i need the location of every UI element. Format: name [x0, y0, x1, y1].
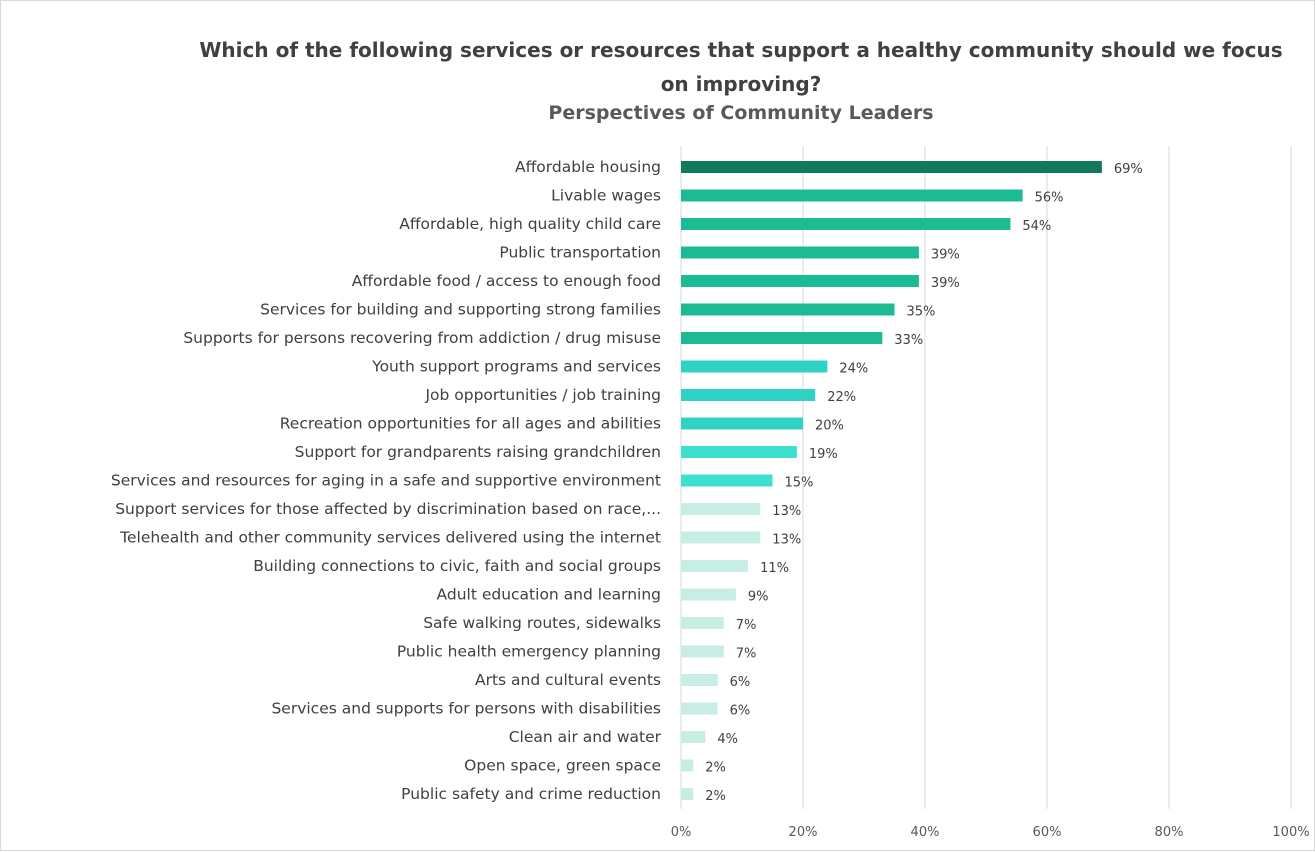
category-label: Public transportation	[499, 244, 661, 262]
x-tick-label: 20%	[789, 825, 818, 840]
bar	[681, 588, 736, 601]
x-tick-label: 60%	[1033, 825, 1062, 840]
category-label: Supports for persons recovering from add…	[183, 329, 661, 347]
bar	[681, 360, 828, 373]
data-label: 39%	[931, 276, 960, 291]
data-label: 7%	[736, 647, 757, 662]
category-label: Recreation opportunities for all ages an…	[280, 415, 661, 433]
category-label: Job opportunities / job training	[424, 386, 661, 404]
x-tick-label: 0%	[671, 825, 692, 840]
category-label: Safe walking routes, sidewalks	[423, 614, 661, 632]
data-label: 6%	[730, 704, 751, 719]
data-label: 9%	[748, 590, 769, 605]
bar	[681, 275, 919, 287]
bar	[681, 702, 718, 715]
category-label: Affordable housing	[515, 158, 661, 176]
category-label: Building connections to civic, faith and…	[253, 557, 661, 575]
bar	[681, 246, 919, 259]
category-label: Public health emergency planning	[397, 643, 661, 661]
data-label: 4%	[717, 732, 738, 747]
category-label: Arts and cultural events	[475, 671, 661, 689]
bar	[681, 446, 797, 458]
category-label: Support for grandparents raising grandch…	[295, 443, 661, 461]
bar	[681, 389, 816, 401]
category-label: Services for building and supporting str…	[260, 301, 661, 319]
bar	[681, 332, 883, 344]
category-label: Public safety and crime reduction	[401, 785, 661, 803]
bar	[681, 759, 694, 772]
data-label: 24%	[839, 362, 868, 377]
bar	[681, 788, 694, 800]
category-label: Telehealth and other community services …	[119, 529, 661, 547]
data-label: 2%	[705, 789, 726, 804]
category-label: Clean air and water	[509, 728, 662, 746]
x-tick-label: 40%	[911, 825, 940, 840]
bar	[681, 617, 724, 629]
data-label: 69%	[1114, 162, 1143, 177]
data-label: 39%	[931, 248, 960, 263]
data-label: 7%	[736, 618, 757, 633]
bar	[681, 731, 706, 743]
data-label: 35%	[907, 305, 936, 320]
data-label: 15%	[785, 476, 814, 491]
data-label: 13%	[772, 504, 801, 519]
bar	[681, 645, 724, 658]
data-label: 33%	[894, 333, 923, 348]
x-tick-label: 100%	[1272, 825, 1309, 840]
bar	[681, 674, 718, 686]
bar	[681, 189, 1023, 202]
data-label: 22%	[827, 390, 856, 405]
x-tick-label: 80%	[1155, 825, 1184, 840]
data-label: 6%	[730, 675, 751, 690]
category-label: Adult education and learning	[437, 586, 661, 604]
data-label: 19%	[809, 447, 838, 462]
chart-subtitle: Perspectives of Community Leaders	[548, 102, 934, 124]
data-label: 11%	[760, 561, 789, 576]
bar	[681, 474, 773, 487]
data-label: 13%	[772, 533, 801, 548]
data-label: 2%	[705, 761, 726, 776]
data-label: 54%	[1022, 219, 1051, 234]
bar	[681, 161, 1102, 173]
category-label: Affordable, high quality child care	[399, 215, 661, 233]
bar	[681, 303, 895, 316]
category-label: Youth support programs and services	[371, 358, 661, 376]
category-label: Open space, green space	[464, 757, 661, 775]
category-label: Affordable food / access to enough food	[352, 272, 661, 290]
bar	[681, 531, 761, 544]
bar	[681, 503, 761, 515]
category-label: Support services for those affected by d…	[115, 500, 661, 518]
bar	[681, 560, 749, 572]
bar	[681, 218, 1011, 230]
category-label: Services and resources for aging in a sa…	[111, 472, 661, 490]
data-label: 56%	[1035, 191, 1064, 206]
category-label: Services and supports for persons with d…	[271, 700, 661, 718]
chart-title: Which of the following services or resou…	[199, 38, 1283, 96]
data-label: 20%	[815, 419, 844, 434]
category-label: Livable wages	[551, 187, 661, 205]
bar	[681, 417, 803, 430]
